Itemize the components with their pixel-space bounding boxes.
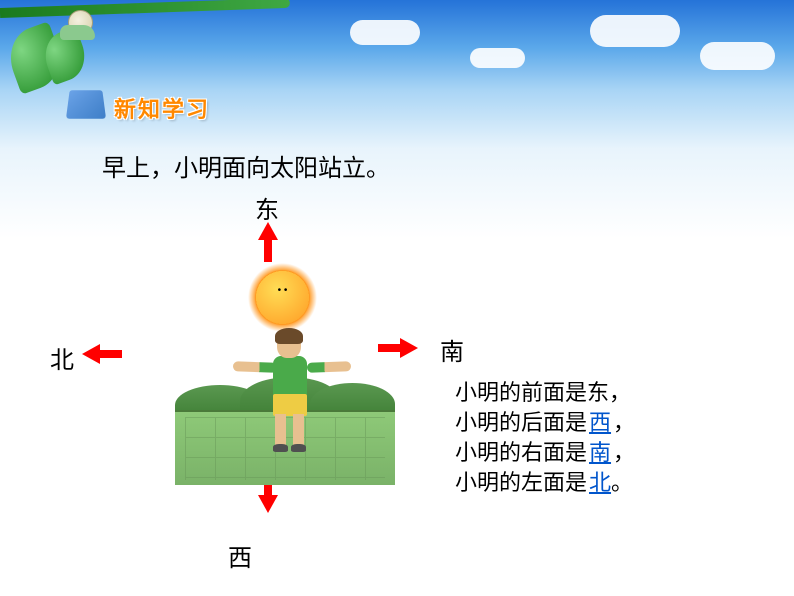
direction-diagram: 东 北 南 西 • • (40, 180, 540, 570)
answer-line-4: 小明的左面是北。 (455, 468, 635, 498)
dir-label-top: 东 (255, 190, 279, 225)
answer-punct: 。 (611, 470, 633, 495)
arrow-right-icon (400, 338, 418, 358)
cloud-decor (350, 20, 420, 45)
answer-text: 小明的右面是 (455, 440, 587, 465)
answer-block: 小明的前面是东， 小明的后面是西， 小明的右面是南， 小明的左面是北。 (455, 378, 635, 498)
section-title: 新知学习 (114, 92, 210, 124)
dir-label-bottom: 西 (228, 538, 252, 573)
answer-text: 小明的前面是东， (455, 380, 631, 405)
cloud-decor (590, 15, 680, 47)
answer-punct: ， (613, 410, 635, 435)
answer-line-2: 小明的后面是西， (455, 408, 635, 438)
vine-decor (0, 0, 300, 80)
intro-text: 早上，小明面向太阳站立。 (102, 148, 390, 183)
arrow-left-icon (82, 344, 100, 364)
scene-illustration: • • (175, 270, 395, 485)
answer-text: 小明的左面是 (455, 470, 587, 495)
person-figure (235, 330, 345, 455)
sun-icon: • • (255, 270, 310, 325)
cloud-decor (470, 48, 525, 68)
answer-blank: 南 (587, 440, 613, 465)
arrow-up-icon (258, 222, 278, 240)
answer-line-1: 小明的前面是东， (455, 378, 635, 408)
answer-line-3: 小明的右面是南， (455, 438, 635, 468)
arrow-down-icon (258, 495, 278, 513)
answer-blank: 北 (587, 470, 613, 495)
snail-icon (60, 5, 100, 40)
dir-label-left: 北 (50, 340, 74, 375)
book-icon (68, 88, 106, 120)
cloud-decor (700, 42, 775, 70)
answer-text: 小明的后面是 (455, 410, 587, 435)
answer-punct: ， (613, 440, 635, 465)
answer-blank: 西 (587, 410, 613, 435)
dir-label-right: 南 (440, 332, 464, 367)
